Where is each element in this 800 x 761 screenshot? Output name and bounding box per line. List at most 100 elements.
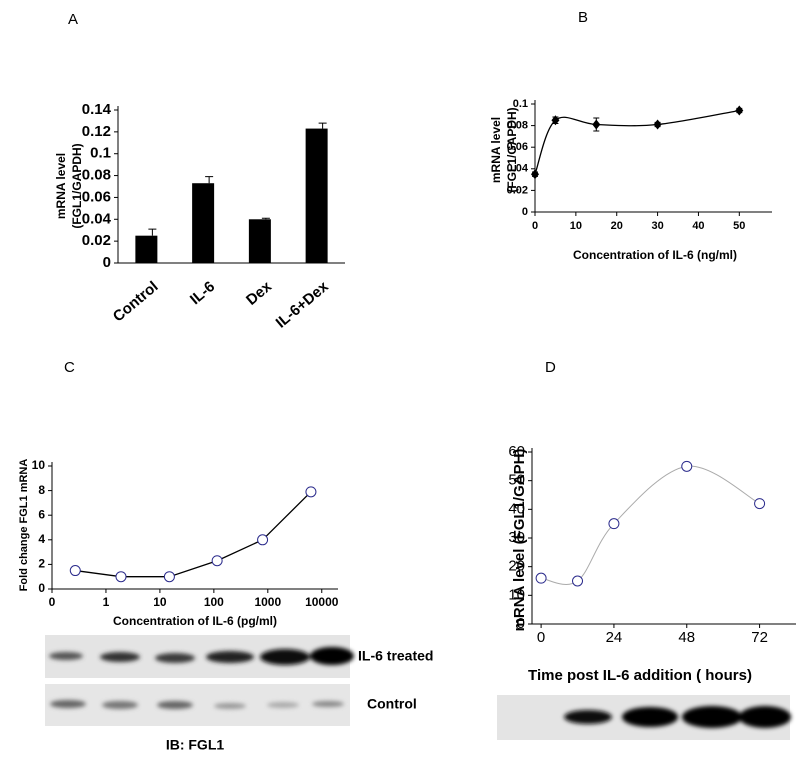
- y-tick-label: 6: [38, 507, 45, 521]
- x-tick-label: 20: [611, 220, 623, 232]
- blot-label: Control: [367, 696, 417, 712]
- blot-band: [49, 652, 83, 660]
- y-tick-label: 0.02: [82, 232, 111, 249]
- blot-d: [497, 695, 791, 740]
- y-axis-label: (FGL1/GAPDH): [505, 107, 519, 192]
- panel-label: D: [545, 359, 556, 376]
- blot-band: [267, 702, 299, 708]
- marker: [257, 534, 269, 546]
- marker: [592, 119, 601, 130]
- y-tick-label: 0.1: [513, 98, 528, 110]
- series-line: [541, 465, 760, 585]
- y-tick-label: 0: [522, 206, 528, 218]
- x-tick-label: 1000: [254, 595, 281, 609]
- x-tick-label: 24: [606, 629, 623, 646]
- bar: [192, 183, 215, 263]
- error-bar: [318, 122, 327, 129]
- blot-band: [157, 701, 193, 709]
- x-tick-label: 10: [153, 595, 167, 609]
- bar: [305, 128, 328, 263]
- panel-label: A: [68, 11, 78, 28]
- blot-label: IB: FGL1: [166, 737, 225, 753]
- y-tick-label: 0.14: [82, 101, 112, 118]
- y-tick-label: 2: [38, 557, 45, 571]
- blot-band: [155, 653, 195, 663]
- y-tick-label: 10: [32, 458, 46, 472]
- error-bar: [148, 228, 157, 236]
- x-axis-label: Concentration of IL-6 (ng/ml): [573, 248, 737, 262]
- y-tick-label: 60: [508, 443, 525, 460]
- error-bar: [205, 176, 214, 184]
- panel-label: C: [64, 359, 75, 376]
- y-tick-label: 0.06: [507, 141, 528, 153]
- x-tick-label: 50: [733, 220, 745, 232]
- y-tick-label: 0: [517, 615, 525, 632]
- x-tick-label: 100: [204, 595, 224, 609]
- x-tick-label: Dex: [243, 278, 276, 309]
- x-tick-label: 0: [537, 629, 545, 646]
- y-tick-label: 0.08: [82, 167, 111, 184]
- x-tick-label: 10000: [305, 595, 339, 609]
- x-tick-label: 48: [678, 629, 695, 646]
- y-tick-label: 30: [508, 529, 525, 546]
- x-tick-label: 0: [532, 220, 538, 232]
- blot-band: [214, 703, 246, 709]
- marker: [115, 571, 127, 583]
- y-tick-label: 0: [38, 581, 45, 595]
- marker: [754, 498, 766, 510]
- y-tick-label: 8: [38, 483, 45, 497]
- y-tick-label: 20: [508, 558, 525, 575]
- x-tick-label: Control: [110, 278, 162, 325]
- blot-band: [206, 651, 254, 663]
- bar: [135, 235, 158, 263]
- panel-label: B: [578, 9, 588, 26]
- blot-band: [564, 710, 612, 724]
- marker: [531, 169, 539, 180]
- blot-band: [260, 649, 310, 665]
- x-tick-label: IL-6: [187, 278, 218, 308]
- marker: [608, 518, 620, 530]
- x-axis-label: Time post IL-6 addition ( hours): [528, 667, 752, 684]
- blot-strip: [45, 684, 350, 726]
- blot-band: [310, 647, 354, 665]
- marker: [681, 460, 693, 472]
- blot-label: IL-6 treated: [358, 648, 433, 664]
- y-tick-label: 40: [508, 500, 525, 517]
- marker: [653, 119, 662, 130]
- y-tick-label: 0.02: [507, 184, 528, 196]
- marker: [535, 572, 547, 584]
- blot-band: [739, 706, 791, 728]
- bar: [248, 219, 271, 263]
- marker: [735, 105, 744, 116]
- x-tick-label: 10: [570, 220, 582, 232]
- blot-band: [102, 701, 138, 709]
- y-tick-label: 50: [508, 472, 525, 489]
- x-tick-label: 1: [103, 595, 110, 609]
- marker: [163, 571, 175, 583]
- y-axis-label: mRNA level: [54, 153, 68, 219]
- series-line: [534, 109, 740, 175]
- x-tick-label: 40: [692, 220, 704, 232]
- y-axis-label: Fold change FGL1 mRNA: [18, 459, 30, 592]
- blot-band: [50, 700, 86, 708]
- x-tick-label: 72: [751, 629, 768, 646]
- marker: [551, 115, 560, 126]
- x-tick-label: 30: [651, 220, 663, 232]
- y-tick-label: 4: [38, 532, 45, 546]
- blot-band: [312, 701, 344, 707]
- series-line: [75, 491, 312, 578]
- y-tick-label: 0: [103, 254, 111, 271]
- y-tick-label: 0.12: [82, 123, 111, 140]
- blot-band: [682, 706, 742, 728]
- y-tick-label: 0.1: [90, 145, 111, 162]
- y-tick-label: 0.08: [507, 120, 528, 132]
- error-bar: [261, 217, 270, 220]
- blot-c: [45, 635, 354, 726]
- x-tick-label: IL-6+Dex: [273, 278, 333, 332]
- y-tick-label: 10: [508, 586, 525, 603]
- marker: [211, 555, 223, 567]
- y-tick-label: 0.04: [507, 163, 529, 175]
- marker: [69, 565, 81, 577]
- y-axis-label: mRNA level (FGL1/GAPH): [511, 449, 528, 632]
